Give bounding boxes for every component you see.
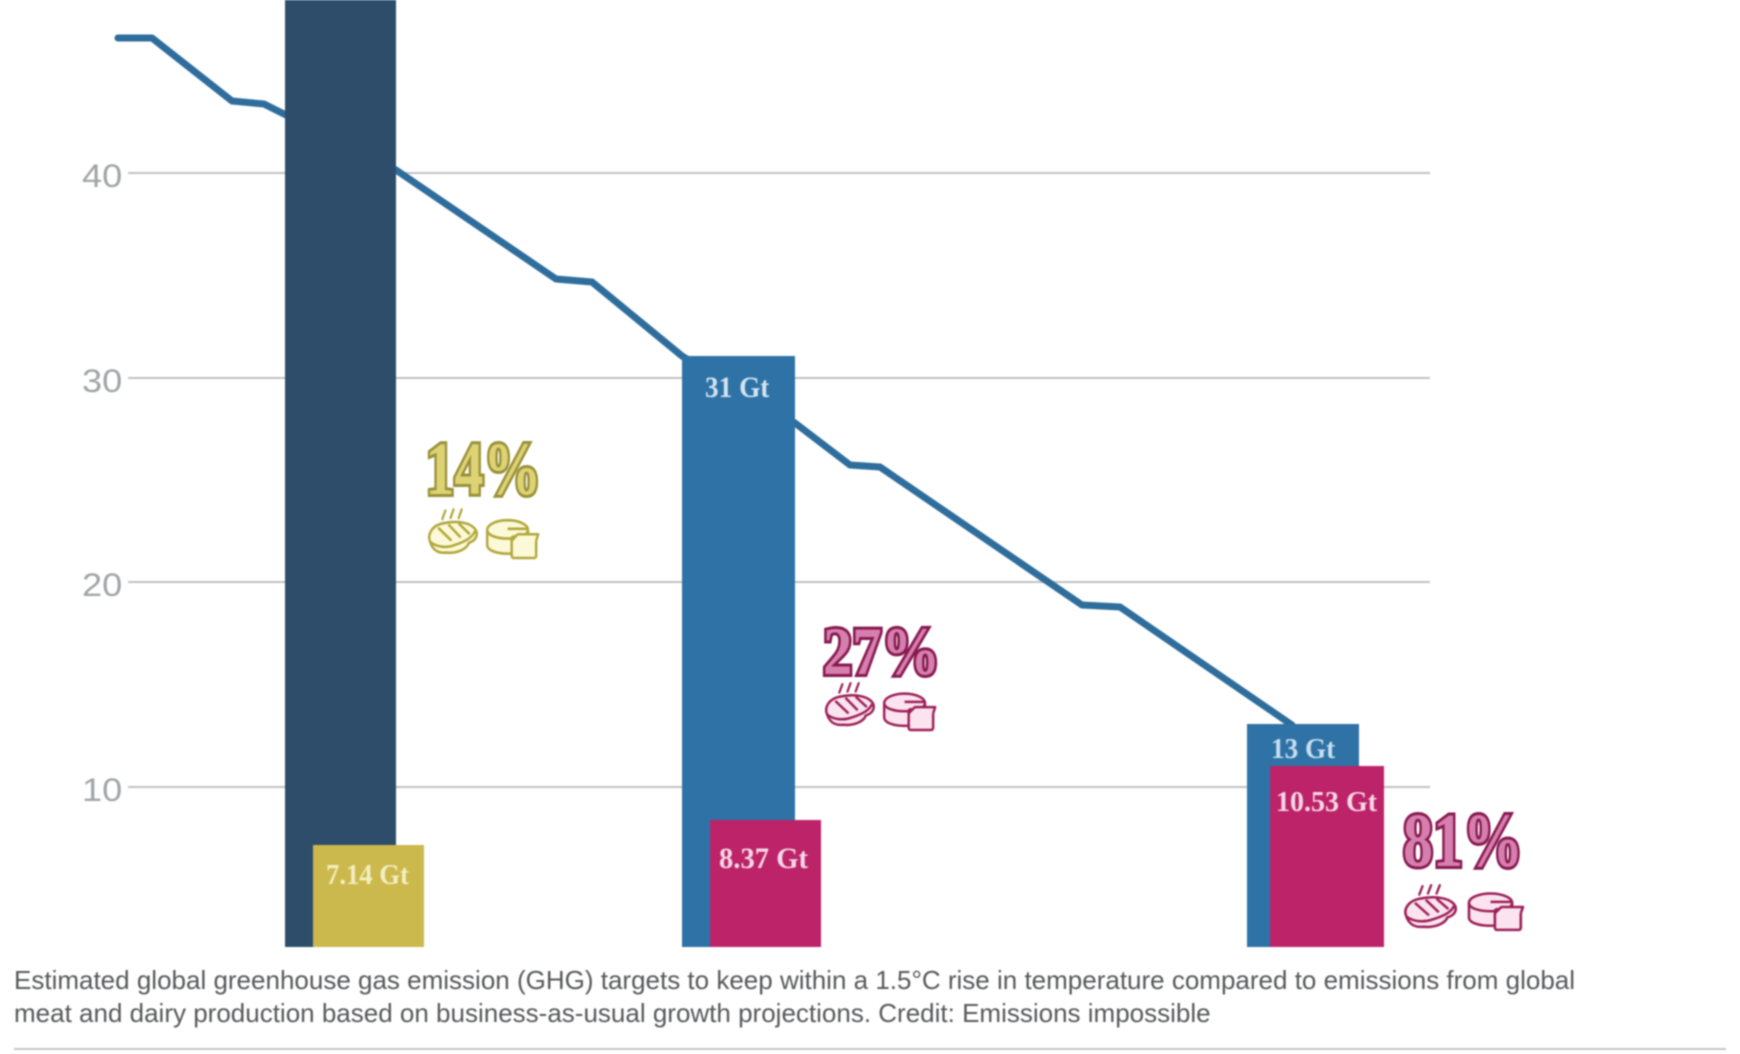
svg-text:8.37 Gt: 8.37 Gt <box>719 842 808 875</box>
svg-text:14%: 14% <box>426 428 542 511</box>
svg-text:81%: 81% <box>1403 798 1523 882</box>
svg-text:10.53 Gt: 10.53 Gt <box>1276 787 1378 818</box>
svg-text:31 Gt: 31 Gt <box>705 371 770 404</box>
svg-text:10: 10 <box>82 773 122 809</box>
svg-text:30: 30 <box>82 364 122 400</box>
svg-text:7.14 Gt: 7.14 Gt <box>326 859 410 891</box>
svg-text:27%: 27% <box>823 613 940 689</box>
svg-text:13 Gt: 13 Gt <box>1271 733 1336 765</box>
svg-text:40: 40 <box>82 159 122 195</box>
svg-text:20: 20 <box>82 568 122 604</box>
